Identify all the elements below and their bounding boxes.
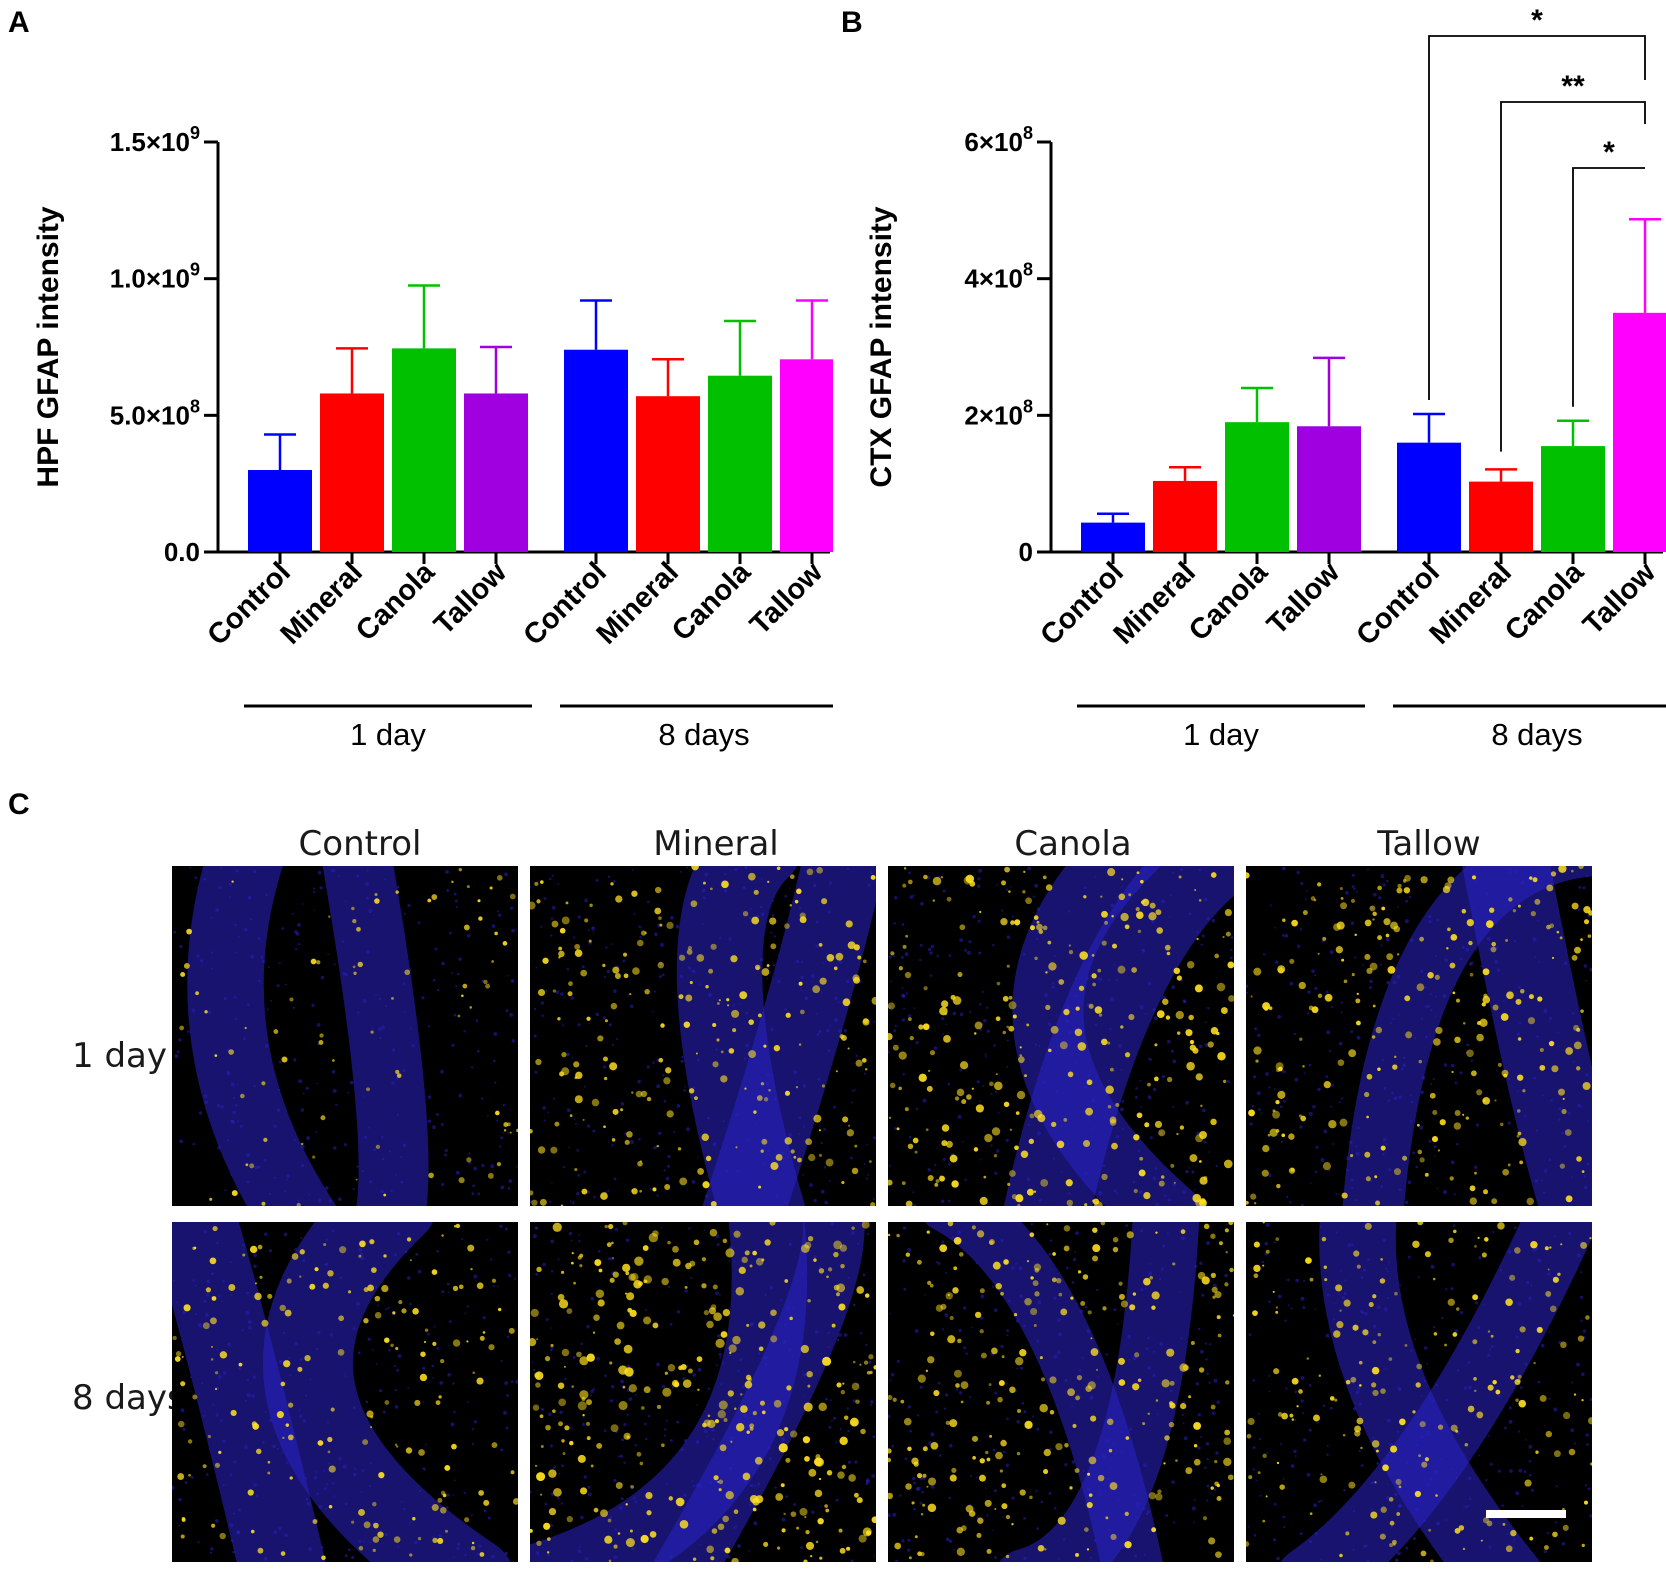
y-axis-title: HPF GFAP intensity (32, 206, 65, 487)
significance-star: * (1531, 4, 1543, 37)
significance-star: ** (1561, 70, 1585, 103)
column-label-tallow: Tallow (1377, 824, 1481, 864)
bar-tallow-1day (1297, 426, 1361, 552)
micrograph-canola-1-day (888, 866, 1234, 1206)
group-label-8-days: 8 days (1491, 717, 1582, 752)
micrograph-tallow-8-days (1246, 1222, 1592, 1562)
hpf-gfap-bar-chart: 0.0 5.0×108 1.0×109 1.5×109 HPF GFAP intensi… (32, 123, 833, 752)
group-label-8-days: 8 days (658, 717, 749, 752)
x-tick-label-tallow-8days: Tallow (1577, 556, 1662, 641)
y-tick-label: 1.0×109 (110, 260, 200, 294)
significance-bracket (1500, 101, 1646, 452)
bar-mineral-8days (636, 396, 700, 552)
group-label-1-day: 1 day (350, 717, 426, 752)
micrograph-tallow-1-day (1246, 866, 1592, 1206)
row-label-1-day: 1 day (72, 1036, 167, 1076)
x-tick-label-tallow-8days: Tallow (744, 556, 829, 641)
bar-canola-1day (1225, 422, 1289, 552)
group-label-1-day: 1 day (1183, 717, 1259, 752)
micrograph-mineral-1-day (530, 866, 876, 1206)
y-tick-label: 5.0×108 (110, 396, 200, 430)
bar-tallow-1day (464, 393, 528, 552)
row-label-8-days: 8 days (72, 1378, 185, 1418)
significance-bracket (1428, 35, 1646, 400)
bar-tallow-8days (780, 359, 833, 552)
significance-bracket (1572, 167, 1645, 407)
x-tick-label-mineral-1day: Mineral (1108, 556, 1202, 650)
column-label-canola: Canola (1014, 824, 1132, 864)
bar-mineral-1day (320, 393, 384, 552)
micrograph-canola-8-days (888, 1222, 1234, 1562)
panel-letter-c: C (8, 788, 30, 821)
x-tick-label-canola-8days: Canola (1499, 556, 1591, 648)
micrograph-control-8-days (172, 1222, 518, 1562)
x-tick-label-canola-1day: Canola (350, 556, 442, 648)
micrograph-mineral-8-days (530, 1222, 876, 1562)
y-axis-title: CTX GFAP intensity (865, 206, 898, 487)
x-tick-label-mineral-8days: Mineral (1424, 556, 1518, 650)
significance-star: * (1603, 136, 1615, 169)
y-tick-label: 0 (1019, 537, 1033, 567)
bar-canola-8days (708, 375, 772, 552)
column-label-control: Control (298, 824, 422, 864)
bar-control-8days (1397, 442, 1461, 552)
x-tick-label-tallow-1day: Tallow (1261, 556, 1346, 641)
panel-letter-b: B (841, 6, 863, 39)
bar-mineral-8days (1469, 481, 1533, 552)
bar-tallow-8days (1613, 312, 1666, 552)
y-tick-label: 1.5×109 (110, 123, 200, 157)
bar-canola-1day (392, 348, 456, 552)
scale-bar (1486, 1510, 1566, 1518)
bar-mineral-1day (1153, 480, 1217, 552)
bar-control-1day (1081, 522, 1145, 552)
x-tick-label-mineral-8days: Mineral (591, 556, 685, 650)
bar-control-1day (248, 470, 312, 552)
x-tick-label-canola-8days: Canola (666, 556, 758, 648)
y-tick-label: 2×108 (964, 396, 1033, 430)
y-tick-label: 4×108 (964, 260, 1033, 294)
x-tick-label-mineral-1day: Mineral (275, 556, 369, 650)
y-tick-label: 0.0 (164, 537, 200, 567)
y-tick-label: 6×108 (964, 123, 1033, 157)
panel-letter-a: A (8, 6, 30, 39)
column-label-mineral: Mineral (653, 824, 779, 864)
bar-control-8days (564, 349, 628, 552)
bar-canola-8days (1541, 446, 1605, 552)
x-tick-label-tallow-1day: Tallow (428, 556, 513, 641)
x-tick-label-canola-1day: Canola (1183, 556, 1275, 648)
micrograph-control-1-day (172, 866, 518, 1206)
